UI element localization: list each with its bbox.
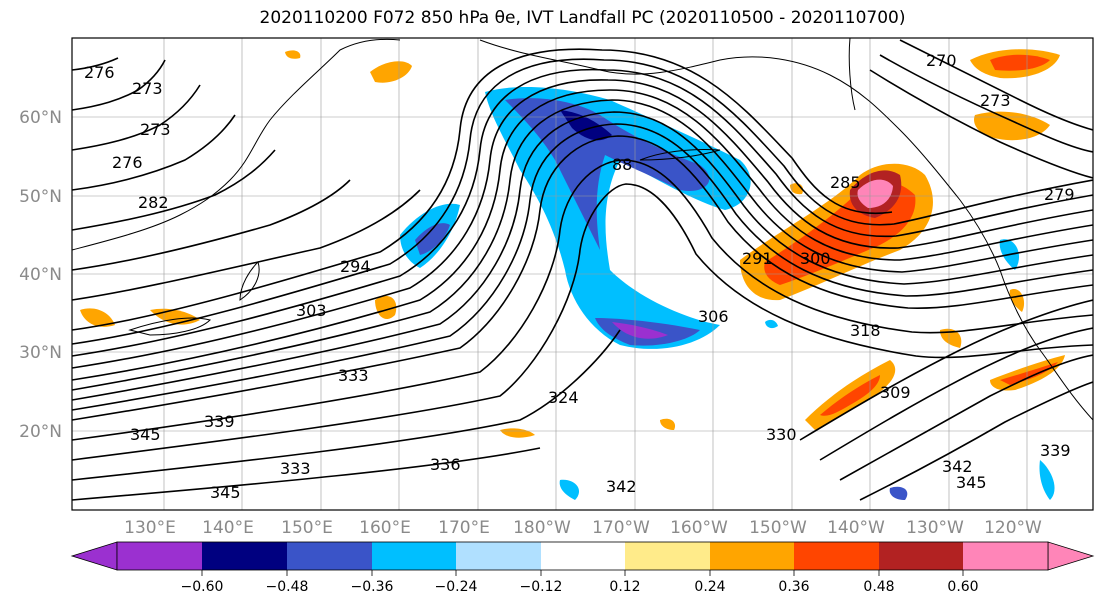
contour-label: 270 <box>926 51 957 70</box>
colorbar-ticks <box>201 570 964 576</box>
contour-label: 273 <box>140 120 171 139</box>
colorbar-tick-label: 0.24 <box>694 579 725 595</box>
map-frame <box>71 37 1094 511</box>
map-layers: 276 273 273 276 282 294 303 333 339 345 … <box>72 38 1093 510</box>
contour-label: 273 <box>132 79 163 98</box>
positive-anomaly-shading <box>80 49 1065 438</box>
contour-label: 285 <box>830 173 861 192</box>
colorbar-tick-label: −0.12 <box>520 579 563 595</box>
latitude-labels: 60°N 50°N 40°N 30°N 20°N <box>19 108 62 442</box>
lat-label: 60°N <box>19 108 62 128</box>
colorbar-extend-min <box>70 541 118 571</box>
colorbar-tick-label: −0.36 <box>351 579 394 595</box>
contour-label: 336 <box>430 455 461 474</box>
colorbar-bin <box>456 542 541 570</box>
contour-label: 342 <box>606 477 637 496</box>
lon-label: 120°W <box>984 518 1042 538</box>
lon-label: 140°E <box>202 518 254 538</box>
colorbar-bin <box>625 542 710 570</box>
contour-labels: 276 273 273 276 282 294 303 333 339 345 … <box>84 51 1075 502</box>
contour-label: 330 <box>766 425 797 444</box>
contour-label: 339 <box>204 412 235 431</box>
colorbar-tick-label: −0.24 <box>435 579 478 595</box>
lon-label: 160°E <box>359 518 411 538</box>
contour-label: 276 <box>84 63 115 82</box>
lon-label: 170°E <box>438 518 490 538</box>
contour-label: 318 <box>850 321 881 340</box>
contour-label: 309 <box>880 383 911 402</box>
contour-label: 291 <box>742 249 773 268</box>
lon-label: 180°W <box>513 518 571 538</box>
contour-label: 279 <box>1044 185 1075 204</box>
contour-label: 294 <box>340 257 371 276</box>
lon-label: 130°W <box>906 518 964 538</box>
colorbar-tick-label: 0.60 <box>947 579 978 595</box>
lat-label: 50°N <box>19 187 62 207</box>
colorbar: −0.60 −0.48 −0.36 −0.24 −0.12 0.12 0.24 … <box>70 541 1095 595</box>
colorbar-bin <box>541 542 625 570</box>
colorbar-bin <box>794 542 879 570</box>
lat-label: 40°N <box>19 265 62 285</box>
contour-label: 345 <box>956 473 987 492</box>
figure-title: 2020110200 F072 850 hPa θe, IVT Landfall… <box>259 8 906 28</box>
colorbar-tick-label: 0.48 <box>863 579 894 595</box>
colorbar-tick-label: 0.36 <box>778 579 809 595</box>
colorbar-bin <box>202 542 287 570</box>
lon-label: 130°E <box>124 518 176 538</box>
lat-label: 20°N <box>19 422 62 442</box>
colorbar-frame <box>116 541 1049 571</box>
contour-label: 342 <box>942 457 973 476</box>
colorbar-bin <box>117 542 202 570</box>
contour-label: 339 <box>1040 441 1071 460</box>
lon-label: 150°W <box>749 518 807 538</box>
contour-label: 333 <box>338 366 369 385</box>
lon-label: 150°E <box>281 518 333 538</box>
contour-label: 300 <box>800 249 831 268</box>
contour-label: 276 <box>112 153 143 172</box>
longitude-labels: 130°E 140°E 150°E 160°E 170°E 180°W 170°… <box>124 518 1042 538</box>
theta-e-contours <box>72 39 1093 501</box>
lon-label: 170°W <box>592 518 650 538</box>
colorbar-bin <box>372 542 456 570</box>
colorbar-tick-label: 0.12 <box>609 579 640 595</box>
lon-label: 140°W <box>827 518 885 538</box>
contour-label: 88 <box>612 155 632 174</box>
contour-label: 345 <box>130 425 161 444</box>
colorbar-bin <box>963 542 1048 570</box>
contour-label: 306 <box>698 307 729 326</box>
contour-label: 345 <box>210 483 241 502</box>
colorbar-tick-label: −0.48 <box>266 579 309 595</box>
colorbar-tick-label: −0.60 <box>181 579 224 595</box>
contour-label: 273 <box>980 91 1011 110</box>
graticule <box>72 38 1093 510</box>
contour-label: 303 <box>296 301 327 320</box>
colorbar-bin <box>287 542 372 570</box>
contour-label: 282 <box>138 193 169 212</box>
lat-label: 30°N <box>19 343 62 363</box>
lon-label: 160°W <box>670 518 728 538</box>
colorbar-bin <box>710 542 794 570</box>
contour-label: 333 <box>280 459 311 478</box>
colorbar-bin <box>879 542 963 570</box>
contour-label: 324 <box>548 388 579 407</box>
colorbar-extend-max <box>1047 541 1095 571</box>
